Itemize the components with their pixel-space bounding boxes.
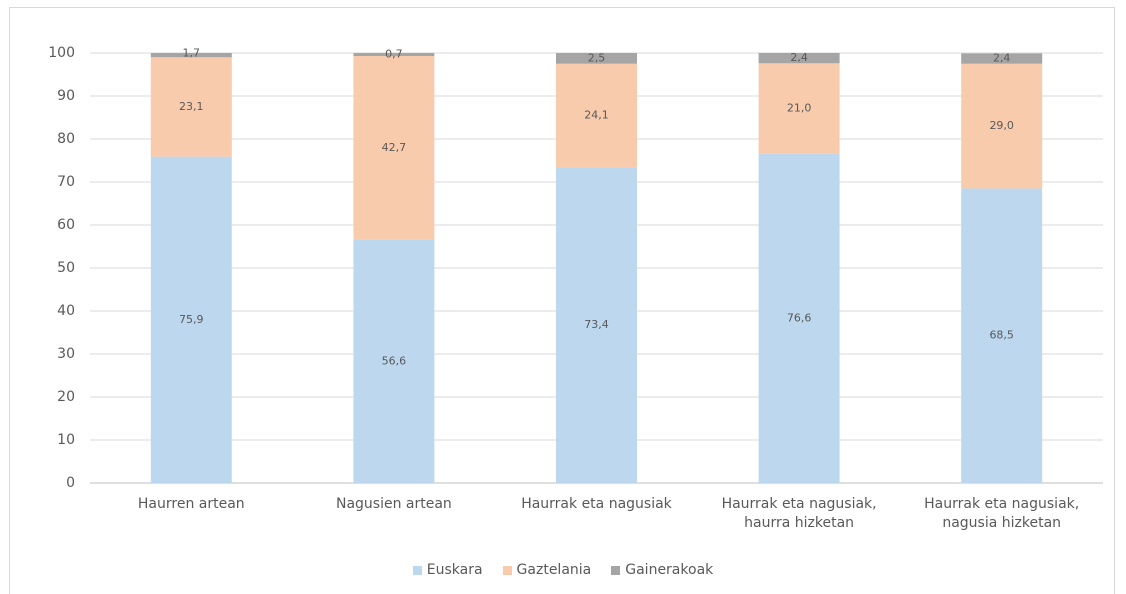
- bar-segment: [556, 167, 637, 483]
- legend-swatch: [502, 565, 512, 575]
- data-label: 2,5: [588, 51, 606, 64]
- legend-swatch: [412, 565, 422, 575]
- data-label: 24,1: [584, 109, 609, 122]
- y-tick-label: 60: [57, 217, 75, 233]
- bar-segment: [961, 53, 1043, 64]
- legend: Euskara Gaztelania Gainerakoak: [0, 562, 1126, 578]
- data-label: 68,5: [989, 329, 1014, 342]
- y-tick-label: 80: [57, 131, 75, 147]
- bar-segment: [556, 63, 637, 168]
- x-tick-label: Haurren artean: [137, 496, 245, 512]
- legend-item: Gaztelania: [502, 562, 592, 578]
- legend-item: Gainerakoak: [611, 562, 713, 578]
- y-tick-label: 20: [57, 389, 75, 405]
- y-tick-label: 100: [48, 45, 75, 61]
- data-label: 56,6: [382, 354, 407, 367]
- legend-label: Gainerakoak: [625, 562, 714, 578]
- bar-segment: [758, 153, 840, 483]
- legend-label: Euskara: [426, 562, 483, 578]
- x-tick-label: Haurrak eta nagusiak: [521, 496, 672, 512]
- bar-segment: [758, 53, 840, 64]
- bar-segment: [150, 156, 232, 483]
- data-label: 29,0: [989, 119, 1014, 132]
- y-tick-label: 0: [66, 475, 75, 491]
- bar-segment: [961, 63, 1043, 189]
- chart-frame: [9, 7, 1115, 594]
- y-tick-label: 30: [57, 346, 75, 362]
- bar-segment: [150, 53, 232, 58]
- legend-swatch: [611, 565, 621, 575]
- data-label: 23,1: [179, 100, 204, 113]
- data-label: 0,7: [385, 48, 403, 61]
- data-label: 75,9: [179, 313, 204, 326]
- x-tick-label: Haurrak eta nagusiak, nagusia hizketan: [924, 496, 1080, 531]
- legend-item: Euskara: [412, 562, 483, 578]
- bar-segment: [150, 57, 232, 157]
- data-label: 76,6: [787, 311, 812, 324]
- bar-segment: [353, 53, 435, 57]
- y-tick-label: 50: [57, 260, 75, 276]
- data-label: 21,0: [787, 101, 812, 114]
- bar-segment: [556, 53, 637, 64]
- data-label: 1,7: [183, 47, 201, 60]
- x-tick-label: Nagusien artean: [335, 496, 452, 512]
- data-label: 2,4: [790, 51, 808, 64]
- bar-segment: [758, 63, 840, 154]
- data-label: 42,7: [382, 141, 407, 154]
- y-tick-label: 10: [57, 432, 75, 448]
- bar-segment: [961, 188, 1043, 483]
- y-tick-label: 40: [57, 303, 75, 319]
- legend-label: Gaztelania: [516, 562, 592, 578]
- y-tick-label: 90: [57, 88, 75, 104]
- x-tick-label: Haurrak eta nagusiak, haurra hizketan: [721, 496, 877, 531]
- y-tick-label: 70: [57, 174, 75, 190]
- data-label: 73,4: [584, 318, 609, 331]
- bar-segment: [353, 56, 435, 240]
- bar-segment: [353, 239, 435, 483]
- data-label: 2,4: [993, 52, 1011, 65]
